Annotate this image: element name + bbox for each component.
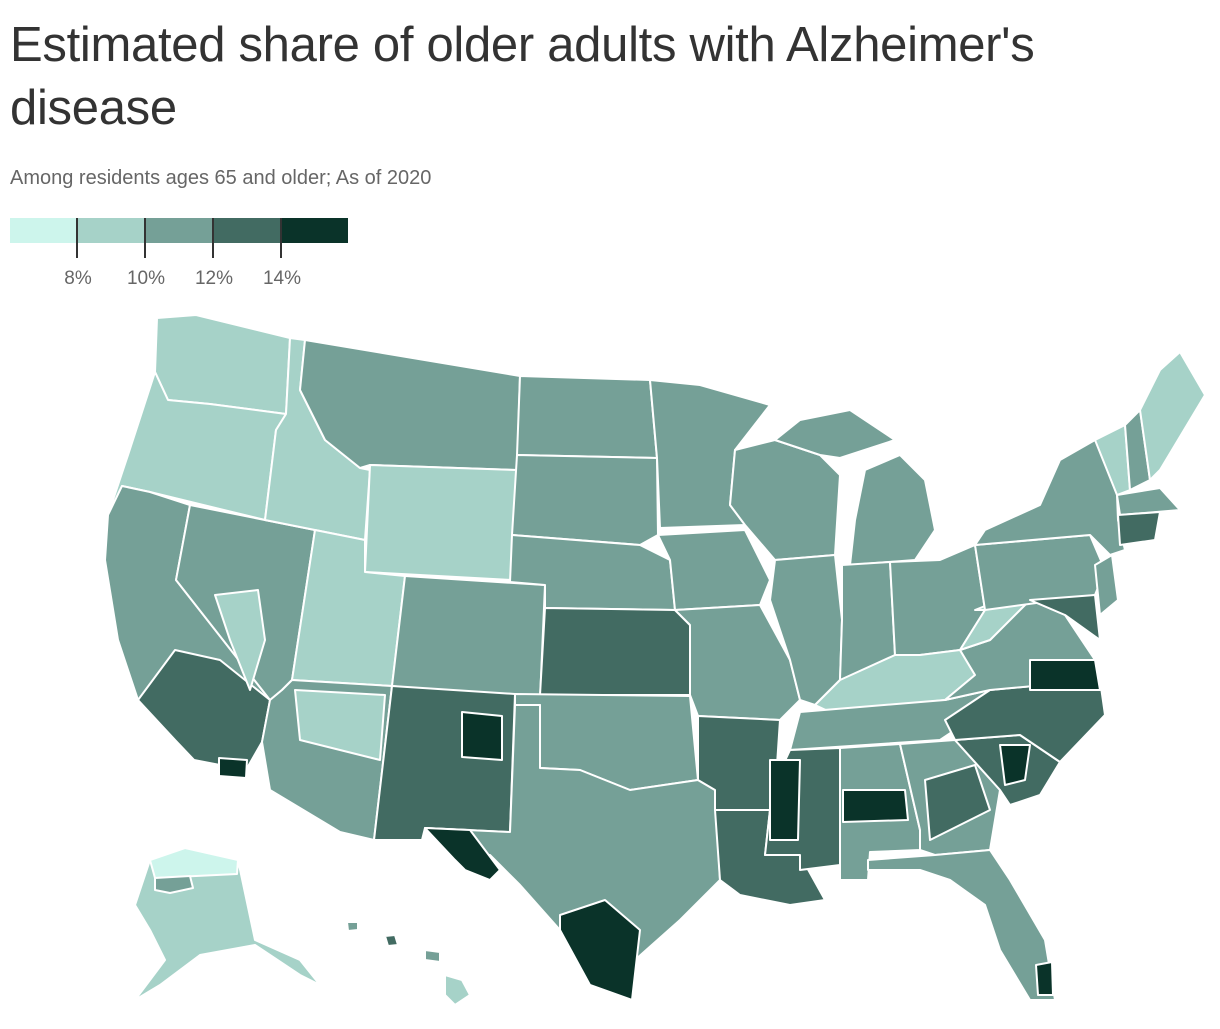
state-maine bbox=[1139, 351, 1206, 481]
state-michigan-lower bbox=[849, 454, 936, 566]
legend-bin-4 bbox=[281, 218, 348, 243]
state-south-dakota bbox=[511, 454, 659, 546]
legend-label: 14% bbox=[262, 268, 302, 289]
chart-subtitle: Among residents ages 65 and older; As of… bbox=[10, 167, 432, 189]
state-hawaii-oahu bbox=[384, 934, 399, 947]
color-legend: 8% 10% 12% 14% bbox=[10, 218, 350, 289]
region-nevada-central bbox=[214, 589, 266, 691]
region-imperial-county bbox=[218, 757, 248, 779]
legend-tick bbox=[76, 218, 78, 258]
state-new-jersey bbox=[1094, 554, 1119, 616]
state-maryland bbox=[1029, 594, 1101, 641]
region-sc-dark bbox=[999, 744, 1031, 786]
legend-bin-0 bbox=[10, 218, 77, 243]
state-hawaii-kauai bbox=[346, 921, 359, 932]
state-north-dakota bbox=[516, 375, 658, 459]
state-connecticut-ri bbox=[1117, 511, 1161, 546]
chart-title: Estimated share of older adults with Alz… bbox=[10, 18, 1035, 135]
region-georgia-dark bbox=[924, 764, 991, 841]
us-county-map bbox=[0, 300, 1220, 1024]
legend-bin-3 bbox=[213, 218, 281, 243]
legend-tick bbox=[280, 218, 282, 258]
state-florida bbox=[867, 849, 1056, 1001]
region-south-florida-dark bbox=[1035, 961, 1054, 996]
region-arizona-north bbox=[294, 689, 386, 761]
state-iowa bbox=[657, 529, 771, 611]
state-kansas bbox=[539, 607, 691, 696]
state-massachusetts bbox=[1116, 487, 1181, 516]
state-washington bbox=[154, 314, 291, 415]
region-alabama-black-belt bbox=[842, 789, 909, 823]
legend-bin-1 bbox=[77, 218, 145, 243]
region-south-texas-dark bbox=[559, 899, 641, 1001]
state-new-mexico bbox=[373, 685, 516, 841]
legend-tick bbox=[212, 218, 214, 258]
legend-label: 8% bbox=[64, 268, 92, 289]
region-alaska-nw bbox=[154, 875, 194, 894]
legend-label: 10% bbox=[126, 268, 166, 289]
state-colorado bbox=[391, 575, 546, 701]
region-mississippi-delta bbox=[769, 759, 801, 841]
state-hawaii-maui bbox=[424, 949, 441, 963]
legend-label: 12% bbox=[194, 268, 234, 289]
state-wyoming bbox=[364, 464, 518, 581]
legend-tick bbox=[144, 218, 146, 258]
region-big-bend-dark bbox=[424, 827, 501, 881]
region-southern-virginia-dark bbox=[1029, 659, 1101, 691]
state-michigan-upper bbox=[774, 409, 896, 459]
state-hawaii-big-island bbox=[444, 974, 471, 1006]
region-new-mexico-dark bbox=[461, 711, 503, 761]
region-alaska-north bbox=[149, 847, 239, 879]
legend-bin-2 bbox=[145, 218, 213, 243]
